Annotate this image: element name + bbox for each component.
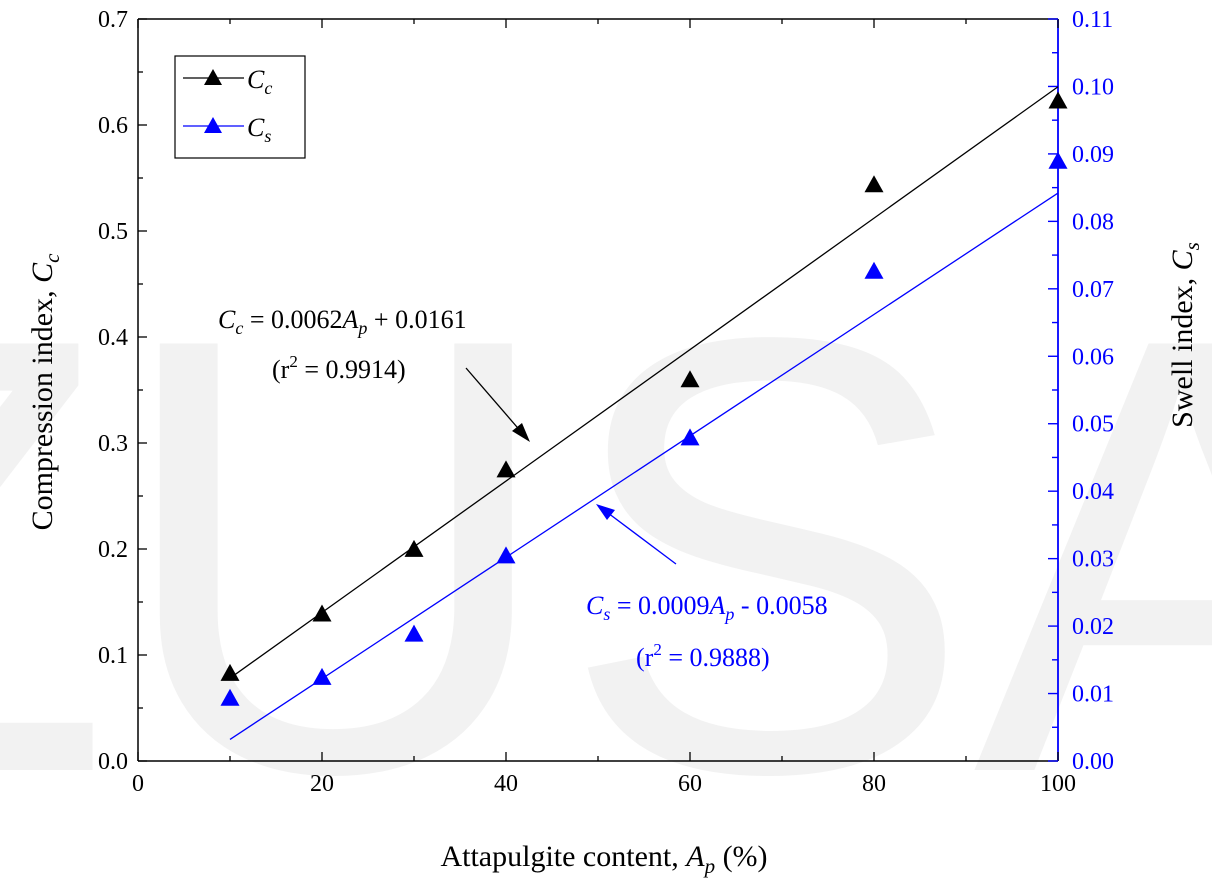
data-point-cc	[496, 460, 516, 478]
data-point-cc	[1048, 91, 1068, 109]
y-right-tick-label: 0.08	[1072, 209, 1114, 235]
y-right-tick-label: 0.04	[1072, 479, 1114, 505]
x-axis-title: Attapulgite content, Ap (%)	[440, 840, 767, 878]
fit-line-cc	[229, 86, 1059, 679]
legend-label-cs: Cs	[247, 113, 271, 146]
data-point-cs	[312, 667, 332, 685]
data-point-cc	[680, 370, 700, 388]
y-left-tick-label: 0.4	[98, 325, 128, 351]
y-left-tick-label: 0.7	[98, 7, 128, 33]
data-point-cc	[312, 604, 332, 622]
y-right-tick-label: 0.05	[1072, 412, 1114, 438]
y-left-tick-label: 0.3	[98, 431, 128, 457]
data-point-cc	[220, 663, 240, 681]
fit-line-cs	[229, 192, 1059, 740]
arrow-cc	[465, 367, 530, 442]
y-right-tick-label: 0.09	[1072, 142, 1114, 168]
y-left-tick-label: 0.2	[98, 537, 128, 563]
y-right-tick-label: 0.11	[1072, 7, 1113, 33]
y-right-tick-label: 0.06	[1072, 344, 1114, 370]
data-point-cs	[496, 546, 516, 564]
y-right-tick-label: 0.03	[1072, 547, 1114, 573]
legend-marker-cs	[204, 117, 222, 133]
y-left-tick-label: 0.1	[98, 643, 128, 669]
y-right-tick-label: 0.07	[1072, 277, 1114, 303]
data-point-cs	[220, 688, 240, 706]
x-tick-label: 20	[310, 771, 334, 797]
data-point-cc	[404, 539, 424, 557]
equation-cc: Cc = 0.0062Ap + 0.0161	[218, 305, 467, 338]
y-right-tick-label: 0.02	[1072, 614, 1114, 640]
x-tick-label: 60	[678, 771, 702, 797]
y-left-tick-label: 0.5	[98, 219, 128, 245]
y-right-tick-label: 0.01	[1072, 682, 1114, 708]
data-point-cs	[864, 261, 884, 279]
r2-cc: (r2 = 0.9914)	[272, 352, 406, 384]
data-point-cs	[404, 624, 424, 642]
x-tick-label: 0	[132, 771, 144, 797]
y-right-tick-label: 0.00	[1072, 749, 1114, 775]
y-right-tick-label: 0.10	[1072, 74, 1114, 100]
legend: Cc Cs	[174, 55, 306, 159]
y-left-tick-label: 0.6	[98, 113, 128, 139]
data-point-cs	[1048, 151, 1068, 169]
y-axis-title-left: Compression index, Cc	[26, 253, 64, 531]
arrow-cs	[596, 504, 677, 565]
data-point-cs	[680, 428, 700, 446]
legend-box	[174, 55, 306, 159]
equation-cs: Cs = 0.0009Ap - 0.0058	[586, 591, 828, 624]
r2-cs: (r2 = 0.9888)	[636, 640, 770, 672]
x-tick-label: 40	[494, 771, 518, 797]
plot-layer: 0 20 40 60 80 100 0.0 0.1 0.2 0.3 0.4 0.5 0.6 0.7 0.00…	[98, 7, 1114, 797]
data-point-cc	[864, 175, 884, 193]
y-axis-title-right: Swell index, Cs	[1166, 242, 1204, 428]
x-tick-label: 80	[862, 771, 886, 797]
legend-label-cc: Cc	[247, 65, 272, 98]
y-left-tick-label: 0.0	[98, 749, 128, 775]
legend-marker-cc	[204, 69, 222, 85]
watermark-text: ZUSA	[0, 210, 1212, 884]
x-tick-label: 100	[1040, 771, 1076, 797]
